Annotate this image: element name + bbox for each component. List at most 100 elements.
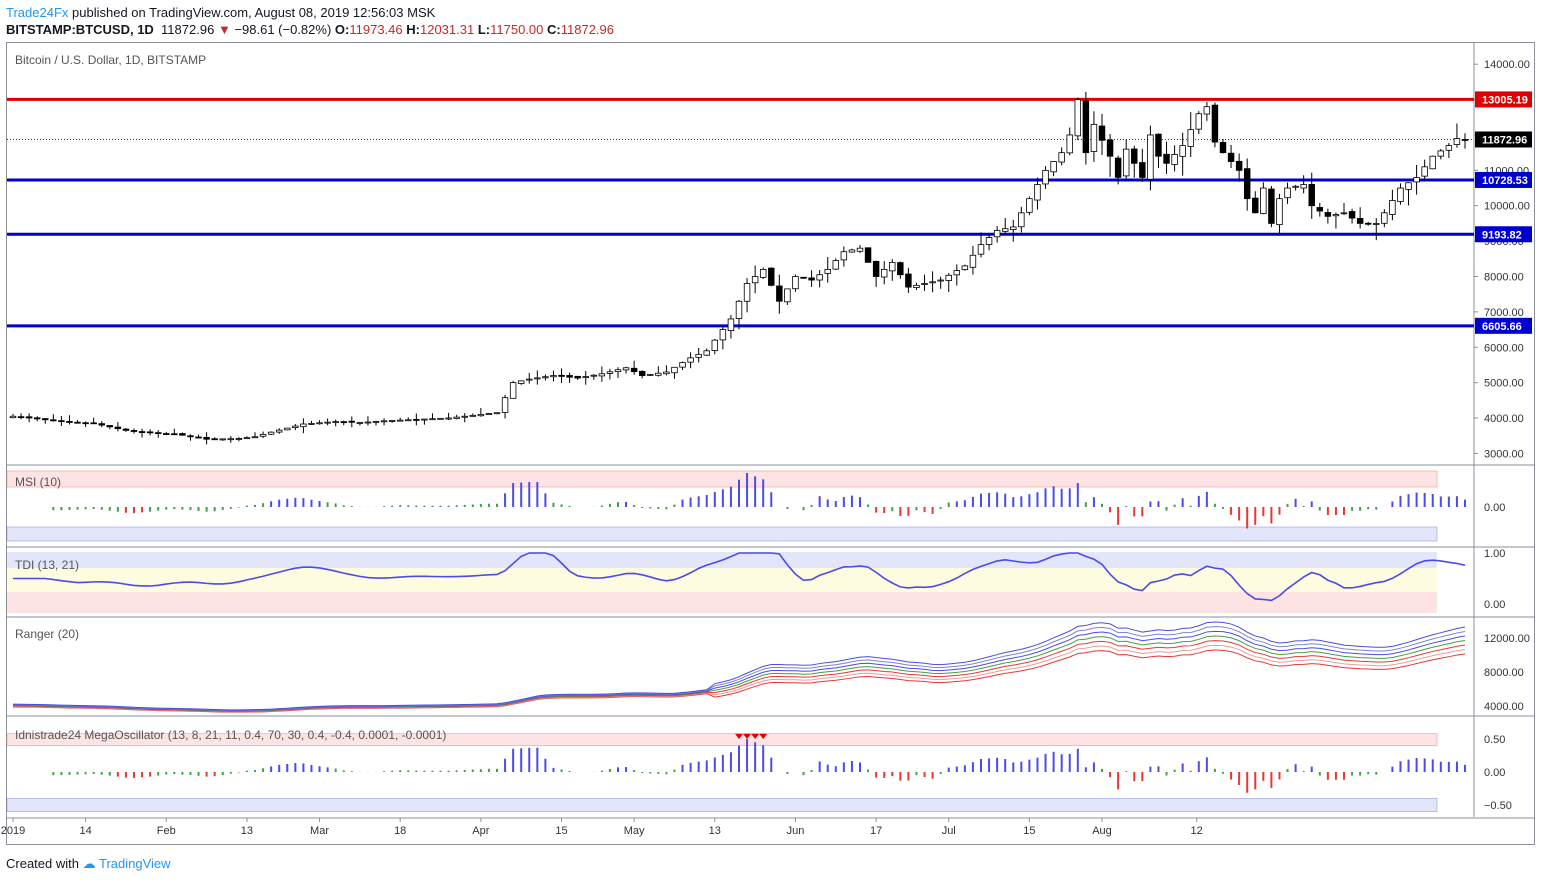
candle[interactable] xyxy=(17,416,25,419)
candle[interactable] xyxy=(340,421,347,424)
candle[interactable] xyxy=(308,423,315,425)
candle[interactable] xyxy=(163,433,170,435)
candle[interactable] xyxy=(130,430,138,432)
candle[interactable] xyxy=(735,300,743,319)
candle[interactable] xyxy=(364,421,372,424)
candle[interactable] xyxy=(1284,187,1291,199)
candle[interactable] xyxy=(606,371,614,374)
candle[interactable] xyxy=(1324,212,1332,217)
candle[interactable] xyxy=(332,421,339,423)
candle[interactable] xyxy=(82,422,89,425)
candle[interactable] xyxy=(1332,214,1340,217)
candle[interactable] xyxy=(429,418,436,421)
candle[interactable] xyxy=(751,276,759,284)
candle[interactable] xyxy=(558,374,565,377)
candle[interactable] xyxy=(848,249,856,253)
candle[interactable] xyxy=(1090,123,1098,152)
candle[interactable] xyxy=(945,274,952,281)
candle[interactable] xyxy=(663,371,670,375)
candle[interactable] xyxy=(759,269,767,278)
candle[interactable] xyxy=(1276,198,1283,226)
candle[interactable] xyxy=(687,357,694,363)
candle[interactable] xyxy=(284,427,291,431)
candle[interactable] xyxy=(1026,198,1033,213)
candle[interactable] xyxy=(566,375,573,378)
candle[interactable] xyxy=(251,436,259,439)
candle[interactable] xyxy=(90,422,97,425)
candle[interactable] xyxy=(961,265,969,271)
candle[interactable] xyxy=(501,397,509,413)
candle[interactable] xyxy=(1356,217,1364,224)
candle[interactable] xyxy=(203,436,210,440)
candle[interactable] xyxy=(1292,185,1299,188)
candle[interactable] xyxy=(840,251,848,261)
candle[interactable] xyxy=(929,281,936,284)
candle[interactable] xyxy=(913,284,920,289)
candle[interactable] xyxy=(187,435,194,438)
candle[interactable] xyxy=(58,420,65,423)
candle[interactable] xyxy=(1260,187,1267,214)
candle[interactable] xyxy=(154,432,162,435)
candle[interactable] xyxy=(469,414,477,417)
chart-frame[interactable] xyxy=(6,42,1535,845)
candle[interactable] xyxy=(1042,169,1049,185)
candle[interactable] xyxy=(1187,129,1194,147)
candle[interactable] xyxy=(106,425,114,428)
candle[interactable] xyxy=(138,431,146,433)
candle[interactable] xyxy=(1373,223,1380,225)
candle[interactable] xyxy=(445,417,452,420)
candle[interactable] xyxy=(1227,152,1235,162)
candle[interactable] xyxy=(1050,161,1057,173)
candle[interactable] xyxy=(1243,168,1251,200)
candle[interactable] xyxy=(1074,99,1082,137)
candle[interactable] xyxy=(534,377,541,380)
candle[interactable] xyxy=(437,417,444,420)
candle[interactable] xyxy=(1058,152,1065,163)
candle[interactable] xyxy=(832,260,840,270)
candle[interactable] xyxy=(348,420,356,423)
candle[interactable] xyxy=(1155,133,1162,157)
candle[interactable] xyxy=(743,283,751,302)
candle[interactable] xyxy=(598,373,606,377)
candle[interactable] xyxy=(550,375,557,378)
candle[interactable] xyxy=(655,372,662,376)
candle[interactable] xyxy=(824,269,831,274)
candle[interactable] xyxy=(1001,228,1009,232)
candle[interactable] xyxy=(703,350,710,356)
candle[interactable] xyxy=(243,437,251,440)
candle[interactable] xyxy=(98,423,105,426)
candle[interactable] xyxy=(872,260,880,277)
candle[interactable] xyxy=(517,380,525,384)
candle[interactable] xyxy=(33,417,41,420)
candle[interactable] xyxy=(969,254,977,268)
candle[interactable] xyxy=(1252,197,1259,214)
candle[interactable] xyxy=(856,247,864,252)
candle[interactable] xyxy=(1453,138,1461,145)
candle[interactable] xyxy=(1195,113,1203,130)
candle[interactable] xyxy=(1211,104,1219,143)
candle[interactable] xyxy=(937,279,944,282)
candle[interactable] xyxy=(977,244,985,255)
candle[interactable] xyxy=(300,423,307,428)
candle[interactable] xyxy=(784,288,791,303)
candle[interactable] xyxy=(622,367,630,371)
candle[interactable] xyxy=(146,431,154,434)
candle[interactable] xyxy=(509,382,517,399)
candle[interactable] xyxy=(1066,134,1073,154)
candle[interactable] xyxy=(195,436,202,439)
candle[interactable] xyxy=(292,425,299,428)
candle[interactable] xyxy=(227,438,235,441)
candle[interactable] xyxy=(1364,222,1372,225)
candle[interactable] xyxy=(1179,145,1186,157)
candle[interactable] xyxy=(1098,125,1106,141)
candle[interactable] xyxy=(630,367,638,373)
candle[interactable] xyxy=(219,438,226,441)
candle[interactable] xyxy=(380,420,388,423)
candle[interactable] xyxy=(1203,106,1211,115)
candle[interactable] xyxy=(388,420,396,422)
candle[interactable] xyxy=(1235,160,1243,171)
candle[interactable] xyxy=(211,438,218,441)
candle[interactable] xyxy=(1397,187,1404,202)
candle[interactable] xyxy=(1405,182,1412,190)
candle[interactable] xyxy=(1219,141,1227,154)
